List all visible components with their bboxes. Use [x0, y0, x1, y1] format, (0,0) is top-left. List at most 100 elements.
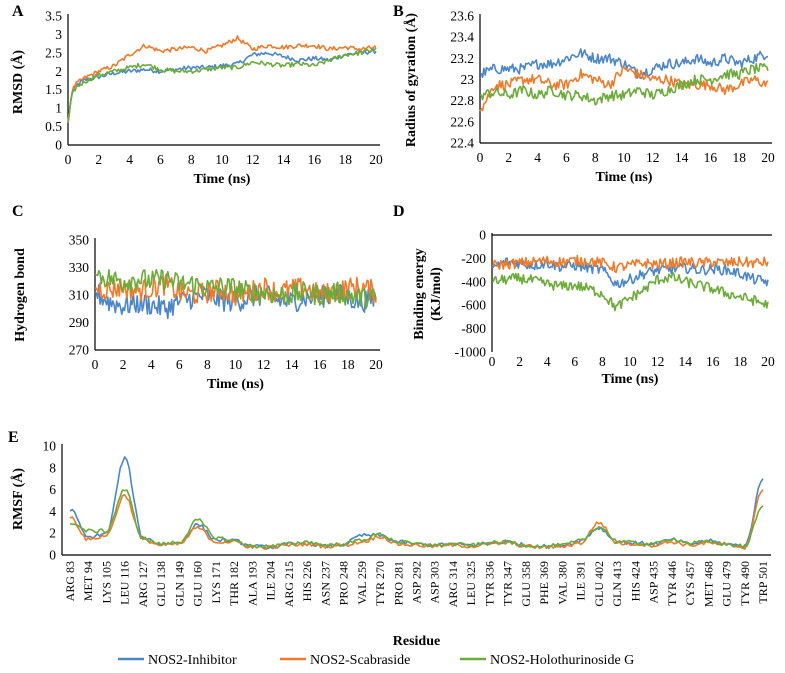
residue-tick-label: ASN 237	[318, 561, 332, 606]
x-tick-label: 12	[651, 354, 665, 369]
y-axis-title: Hydrogen bond	[13, 248, 28, 342]
residue-tick-label: ASP 303	[428, 561, 442, 604]
y-tick-label: 2	[49, 526, 56, 541]
residue-tick-label: ILE 391	[574, 561, 588, 601]
x-axis-title: Time (ns)	[602, 372, 659, 387]
series-line-3	[69, 489, 764, 549]
series-line-1	[67, 48, 377, 124]
y-tick-label: 0.5	[45, 119, 62, 134]
x-tick-label: 12	[246, 152, 260, 167]
x-tick-label: 14	[675, 150, 689, 165]
y-tick-label: 23	[461, 72, 475, 87]
residue-tick-label: TYR 270	[373, 561, 387, 606]
x-axis-title: Time (ns)	[207, 377, 264, 392]
residue-tick-label: ARG 314	[446, 561, 460, 607]
panel-a: A 0 0.5 1 1.5 2 2.5 3 3.5 0 2 4 6 8 10 12 14 16 18 20 Time (…	[10, 3, 383, 187]
x-tick-label: 6	[157, 152, 164, 167]
residue-tick-label: ARG 83	[63, 561, 77, 601]
series-line-2	[479, 65, 769, 112]
x-tick-label: 8	[188, 152, 195, 167]
x-tick-label: 18	[734, 354, 748, 369]
y-tick-label: 3.5	[45, 9, 62, 24]
x-tick-label: 2	[95, 152, 102, 167]
y-axis-title: Binding energy	[412, 248, 427, 339]
y-tick-label: 8	[49, 460, 56, 475]
y-tick-label: 23.2	[450, 51, 474, 66]
x-tick-label: 8	[204, 357, 211, 372]
series-line-3	[479, 62, 769, 106]
series-line-1	[491, 257, 769, 288]
legend-label: NOS2-Scabraside	[310, 653, 410, 668]
y-tick-label: 1	[55, 101, 62, 116]
residue-tick-label: TYR 347	[501, 561, 515, 606]
y-axis-title-unit: (KJ/mol)	[429, 267, 444, 321]
residue-tick-label: GLU 402	[592, 561, 606, 607]
residue-tick-label: GLN 149	[172, 561, 186, 607]
x-axis-title: Time (ns)	[596, 170, 653, 185]
y-tick-label: 3	[55, 27, 62, 42]
y-tick-label: 0	[479, 228, 486, 243]
series-line-3	[94, 268, 377, 310]
y-tick-label: 350	[69, 233, 90, 248]
y-tick-label: 23.6	[450, 9, 474, 24]
panel-label: B	[393, 3, 404, 20]
series-line-2	[491, 254, 769, 274]
x-tick-label: 18	[338, 152, 352, 167]
y-tick-label: 330	[69, 260, 90, 275]
residue-tick-label: PRO 281	[391, 561, 405, 605]
y-axis-title: RMSF (Å)	[10, 468, 26, 530]
y-tick-label: 10	[43, 439, 57, 454]
y-tick-label: 6	[49, 482, 56, 497]
series-line-3	[491, 271, 769, 312]
x-tick-label: 16	[313, 357, 327, 372]
residue-tick-label: CYS 457	[683, 561, 697, 605]
x-tick-label: 20	[369, 152, 383, 167]
x-tick-label: 12	[257, 357, 271, 372]
residue-tick-label: LYS 105	[100, 561, 114, 603]
residue-tick-label: HIS 424	[628, 561, 642, 601]
residue-tick-label: VAL 259	[355, 561, 369, 605]
residue-tick-label: ASP 292	[410, 561, 424, 604]
y-tick-label: 2	[55, 64, 62, 79]
series-line-2	[67, 35, 377, 123]
x-tick-label: 2	[505, 150, 512, 165]
residue-tick-label: PRO 248	[337, 561, 351, 605]
x-tick-label: 10	[623, 354, 637, 369]
x-tick-label: 4	[148, 357, 155, 372]
residue-tick-label: HIS 226	[300, 561, 314, 601]
legend-label: NOS2-Holothurinoside G	[490, 653, 634, 668]
y-tick-label: -400	[461, 274, 486, 289]
panel-c: C 270 290 310 330 350 0 2 4 6 8 10 12 14 16 18 20 Time (n…	[12, 203, 383, 392]
x-tick-label: 4	[544, 354, 551, 369]
y-tick-label: 22.6	[450, 114, 474, 129]
series-line-1	[69, 456, 764, 550]
x-tick-label: 20	[761, 354, 775, 369]
x-tick-label: 14	[285, 357, 299, 372]
residue-tick-label: THR 182	[227, 561, 241, 606]
x-tick-label: 12	[646, 150, 660, 165]
x-tick-label: 16	[308, 152, 322, 167]
residue-tick-label: TRP 501	[756, 561, 770, 604]
residue-tick-label: ARG 215	[282, 561, 296, 607]
legend-label: NOS2-Inhibitor	[148, 653, 237, 668]
x-tick-label: 8	[592, 150, 599, 165]
residue-tick-label: LEU 116	[118, 561, 132, 605]
residue-tick-label: ILE 204	[264, 561, 278, 601]
panel-e: E 0 2 4 6 8 10 ARG 83 MET 94 LYS 105 LEU 116 ARG 12…	[8, 429, 771, 649]
residue-tick-label: TYR 446	[665, 561, 679, 606]
x-tick-label: 4	[534, 150, 541, 165]
y-tick-label: -800	[461, 321, 486, 336]
x-tick-label: 20	[369, 357, 383, 372]
x-tick-label: 18	[732, 150, 746, 165]
x-tick-label: 14	[277, 152, 291, 167]
y-tick-label: -1000	[455, 345, 487, 360]
series-line-3	[67, 47, 377, 124]
residue-tick-label: MET 468	[701, 561, 715, 607]
x-tick-label: 14	[678, 354, 692, 369]
residue-tick-label: GLN 413	[610, 561, 624, 607]
x-tick-label: 18	[341, 357, 355, 372]
y-tick-label: -200	[461, 251, 486, 266]
y-tick-label: 1.5	[45, 82, 62, 97]
x-tick-label: 2	[516, 354, 523, 369]
